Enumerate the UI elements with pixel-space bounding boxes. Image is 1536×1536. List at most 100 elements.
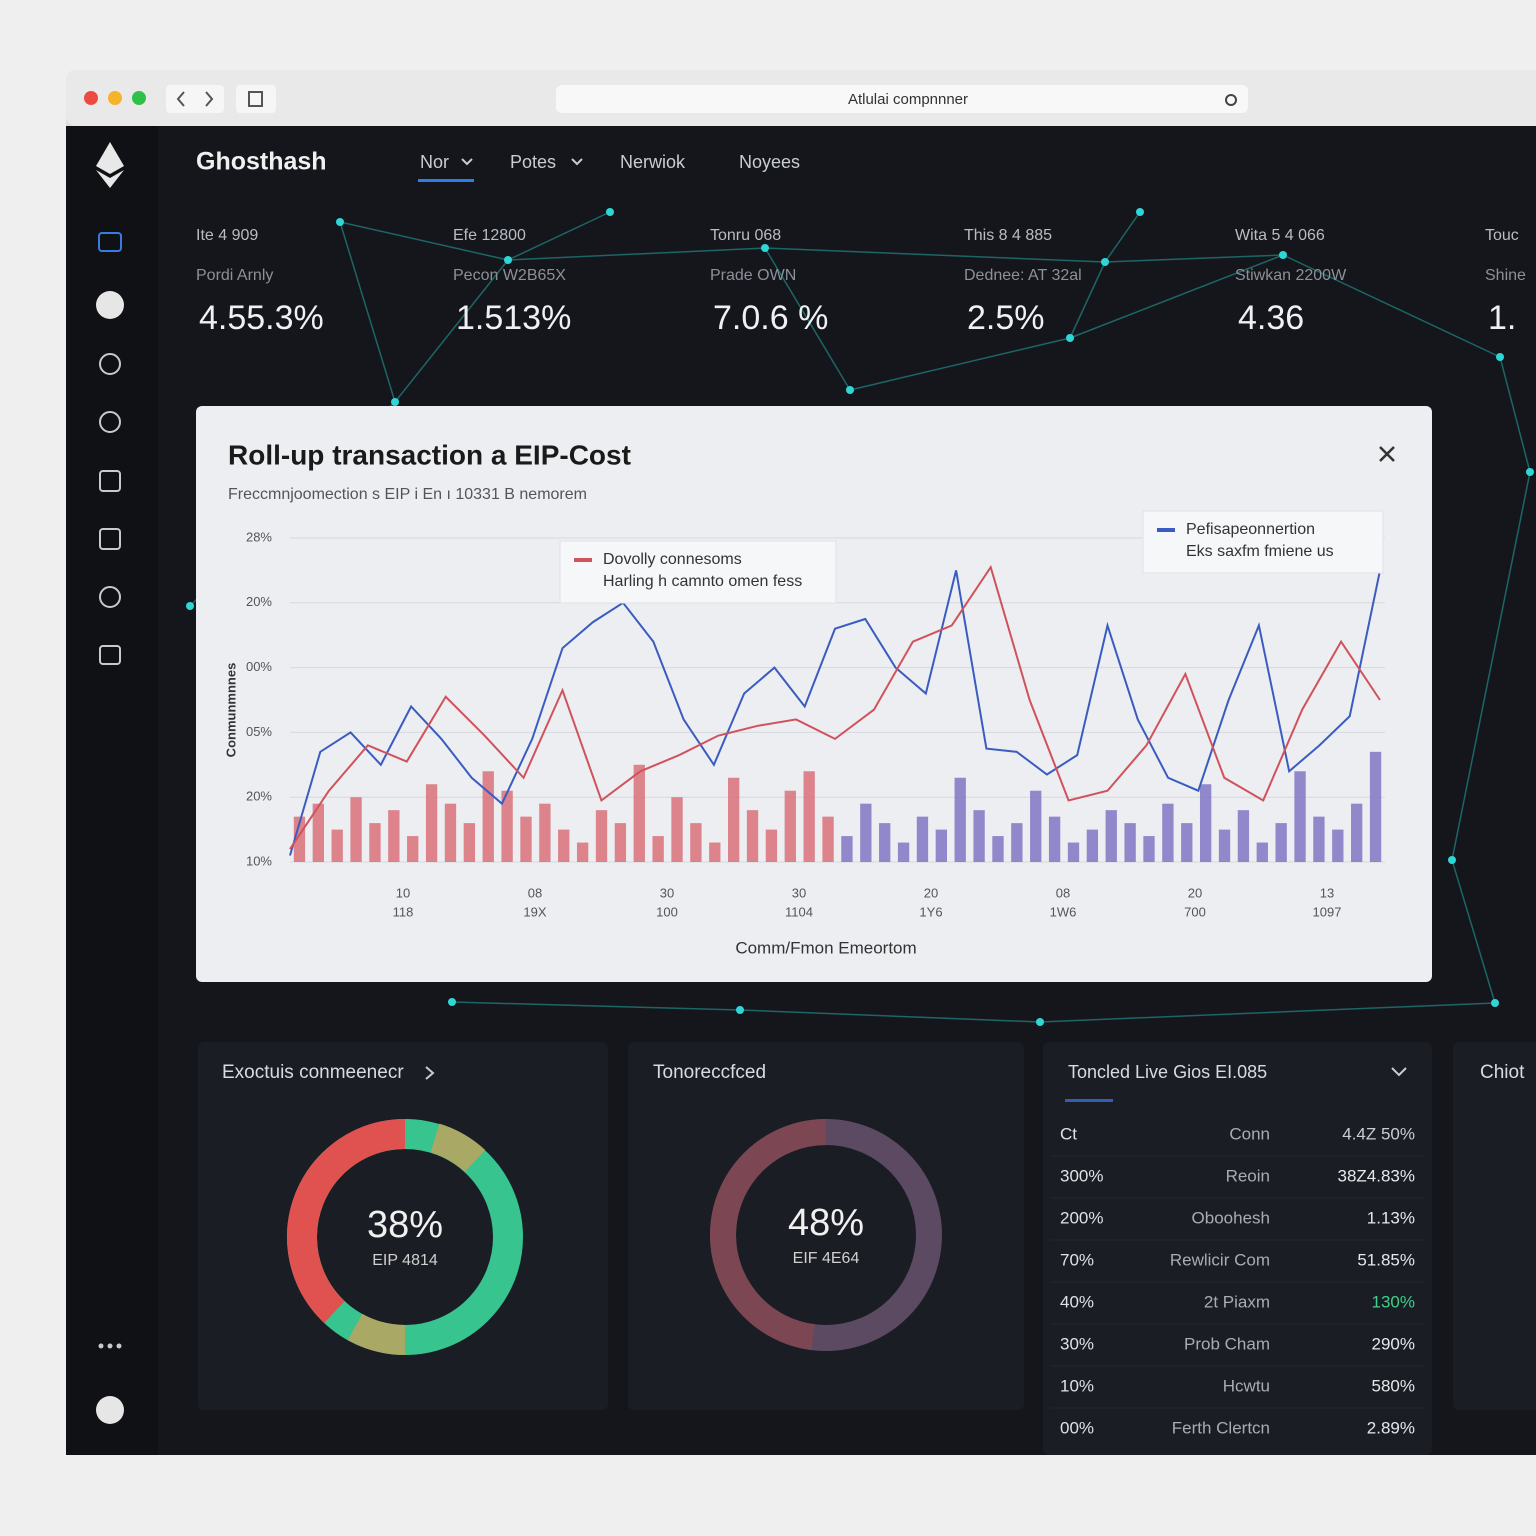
url-bar[interactable]: [556, 85, 1248, 113]
url: Atlulai compnnner: [848, 91, 968, 108]
legend-box: [559, 540, 837, 604]
bar: [1143, 836, 1155, 862]
x-tick-label: 30: [792, 885, 806, 900]
stat-value: 4.55.3%: [199, 299, 324, 337]
reload[interactable]: [1225, 94, 1237, 106]
close-button[interactable]: [1379, 446, 1395, 462]
network-link: [1039, 1002, 1496, 1023]
bar: [407, 836, 419, 862]
nav-item[interactable]: Potes: [510, 152, 556, 172]
x-tick-label: 20: [1188, 885, 1202, 900]
y-tick-label: 28%: [246, 529, 272, 544]
bar: [822, 816, 834, 862]
max-dot[interactable]: [132, 91, 146, 105]
bar: [652, 836, 664, 862]
legend-entry: Dovolly connesoms: [603, 551, 742, 568]
brand: Ghosthash: [196, 148, 327, 176]
network-link: [1451, 859, 1496, 1004]
table-cell: Hcwtu: [1223, 1376, 1270, 1395]
nav-item[interactable]: Nerwiok: [620, 152, 686, 172]
table-cell: 51.85%: [1357, 1250, 1415, 1269]
bar: [841, 836, 853, 862]
nav-item[interactable]: Noyees: [739, 152, 800, 172]
stat-sub: Pordi Arnly: [196, 267, 273, 284]
bar: [1332, 829, 1344, 862]
network-link: [739, 1009, 1041, 1023]
network-node: [504, 256, 512, 264]
network-link: [764, 247, 851, 391]
nav-underline: [418, 179, 474, 182]
sidebar-icons: [96, 232, 124, 1424]
stat-label: Ite 4 909: [196, 227, 258, 244]
stat-label: Tonru 068: [710, 227, 781, 244]
tab-button[interactable]: [236, 85, 276, 113]
min-dot[interactable]: [108, 91, 122, 105]
bar: [1237, 810, 1250, 862]
nav-item[interactable]: Nor: [420, 152, 449, 172]
network-link: [1282, 254, 1501, 358]
panel-title: Exoctuis conmeenecr: [222, 1062, 404, 1083]
network-node: [761, 244, 769, 252]
x-tick-label: 700: [1184, 904, 1206, 919]
bar: [369, 823, 381, 862]
stat-sub: Shine: [1485, 267, 1526, 284]
arrows: [176, 91, 214, 107]
bar: [1030, 790, 1042, 862]
table-cell: Reoin: [1226, 1166, 1270, 1185]
sidebar: [66, 126, 158, 1455]
network-node: [1496, 353, 1504, 361]
bar: [1351, 803, 1363, 862]
network-link: [1069, 254, 1284, 339]
table-cell: 200%: [1060, 1208, 1103, 1227]
x-tick-label: 08: [1056, 885, 1070, 900]
bar: [1181, 823, 1193, 862]
table-cell: 4.4Z 50%: [1342, 1124, 1415, 1143]
network-node: [1279, 251, 1287, 259]
bar: [558, 829, 570, 862]
bar: [1105, 810, 1117, 862]
bar: [746, 810, 759, 862]
x-tick-label: 19X: [523, 904, 546, 919]
y-tick-label: 00%: [246, 659, 272, 674]
nav-buttons[interactable]: [166, 85, 224, 113]
bar: [992, 836, 1004, 862]
dropdown[interactable]: [1391, 1067, 1407, 1077]
more-dots[interactable]: [98, 1343, 122, 1349]
stat-label: This 8 4 885: [964, 227, 1052, 244]
y-tick-label: 20%: [246, 594, 272, 609]
bar: [576, 842, 589, 862]
x-tick-label: 20: [924, 885, 938, 900]
legend-box: [1142, 510, 1384, 574]
bar: [973, 810, 985, 862]
network-link: [394, 259, 509, 403]
panel: [628, 1042, 1024, 1410]
chevron[interactable]: [425, 1066, 435, 1080]
stat-label: Touc: [1485, 227, 1519, 244]
bar: [520, 816, 532, 862]
bar: [444, 803, 457, 862]
network-node: [1101, 258, 1109, 266]
bar: [1086, 829, 1099, 862]
bar: [1275, 823, 1287, 862]
close-dot[interactable]: [84, 91, 98, 105]
network-node: [1448, 856, 1456, 864]
stat-value: 2.5%: [967, 299, 1045, 337]
panel-title: Tonoreccfced: [653, 1062, 766, 1083]
table-cell: Ct: [1060, 1124, 1077, 1143]
table-cell: 30%: [1060, 1334, 1094, 1353]
stat-label: Efe 12800: [453, 227, 526, 244]
bar: [633, 764, 645, 862]
bar: [1313, 816, 1325, 862]
donut-caption: EIF 4E64: [793, 1250, 860, 1267]
x-tick-label: 08: [528, 885, 542, 900]
bar: [897, 842, 910, 862]
network-background: [186, 208, 1534, 1026]
legend-entry: Harling h camnto omen fess: [603, 573, 802, 590]
x-tick-label: 1Y6: [919, 904, 942, 919]
table-cell: Oboohesh: [1192, 1208, 1270, 1227]
bar: [1369, 751, 1382, 862]
table-cell: 2t Piaxm: [1204, 1292, 1270, 1311]
logo: [96, 142, 124, 188]
bar: [482, 771, 494, 862]
